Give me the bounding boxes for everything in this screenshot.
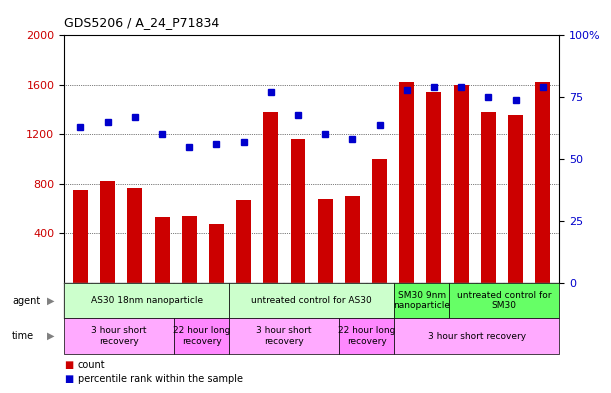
- Bar: [100, 182, 115, 283]
- Text: AS30 18nm nanoparticle: AS30 18nm nanoparticle: [90, 296, 203, 305]
- Bar: [263, 112, 278, 283]
- Text: count: count: [78, 360, 105, 370]
- Text: percentile rank within the sample: percentile rank within the sample: [78, 374, 243, 384]
- Bar: [535, 83, 551, 283]
- Bar: [73, 190, 88, 283]
- Bar: [454, 85, 469, 283]
- Bar: [209, 224, 224, 283]
- Bar: [127, 187, 142, 283]
- Bar: [508, 115, 523, 283]
- Text: ■: ■: [64, 360, 73, 370]
- Text: untreated control for AS30: untreated control for AS30: [251, 296, 372, 305]
- Bar: [236, 200, 251, 283]
- Text: ▶: ▶: [47, 296, 54, 306]
- Text: agent: agent: [12, 296, 40, 306]
- Text: 3 hour short
recovery: 3 hour short recovery: [257, 326, 312, 346]
- Text: ▶: ▶: [47, 331, 54, 341]
- Bar: [426, 92, 442, 283]
- Text: untreated control for
SM30: untreated control for SM30: [457, 291, 551, 310]
- Text: ■: ■: [64, 374, 73, 384]
- Text: time: time: [12, 331, 34, 341]
- Bar: [318, 199, 332, 283]
- Text: 22 hour long
recovery: 22 hour long recovery: [173, 326, 230, 346]
- Text: 3 hour short
recovery: 3 hour short recovery: [92, 326, 147, 346]
- Bar: [291, 140, 306, 283]
- Bar: [345, 196, 360, 283]
- Text: 3 hour short recovery: 3 hour short recovery: [428, 332, 525, 340]
- Text: 22 hour long
recovery: 22 hour long recovery: [338, 326, 395, 346]
- Bar: [400, 83, 414, 283]
- Bar: [155, 217, 169, 283]
- Bar: [481, 112, 496, 283]
- Text: GDS5206 / A_24_P71834: GDS5206 / A_24_P71834: [64, 17, 219, 29]
- Bar: [372, 159, 387, 283]
- Bar: [181, 216, 197, 283]
- Text: SM30 9nm
nanoparticle: SM30 9nm nanoparticle: [393, 291, 450, 310]
